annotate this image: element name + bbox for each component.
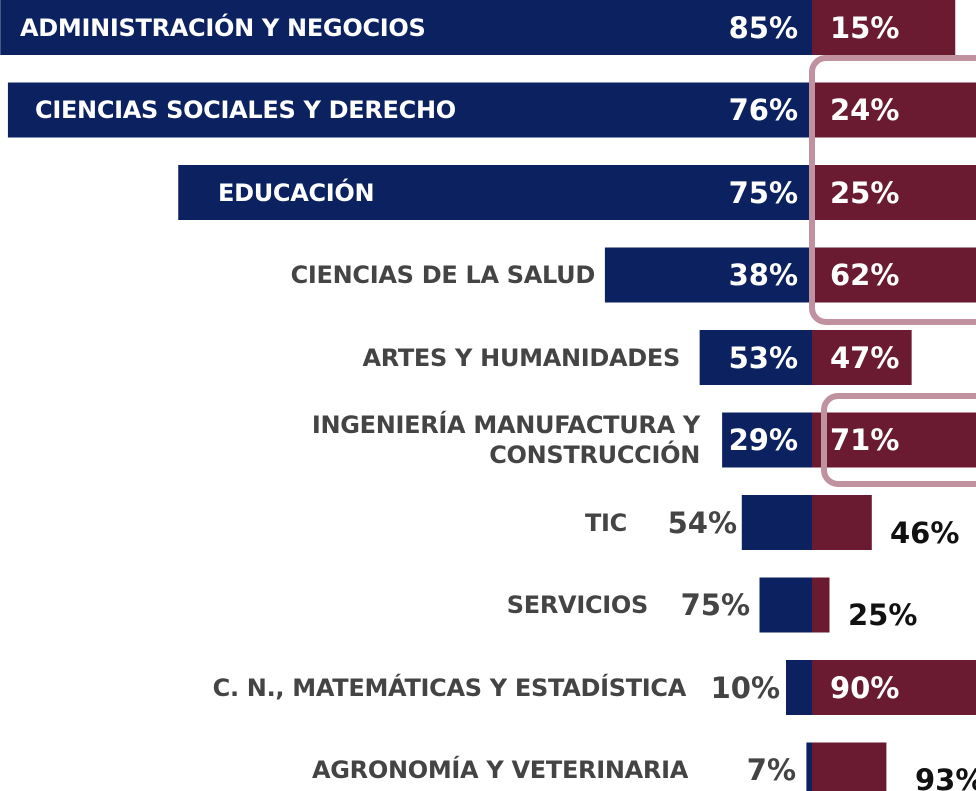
value-label: 15% (830, 10, 900, 45)
category-label: EDUCACIÓN (218, 178, 375, 207)
unit: % (768, 340, 798, 375)
value-label: 54% (667, 505, 737, 540)
bar-right (812, 660, 976, 715)
unit: % (750, 670, 780, 705)
highlight-frame (809, 55, 976, 325)
unit: % (870, 93, 900, 127)
bar-right (812, 330, 912, 385)
value-label: 10% (710, 670, 780, 705)
highlight-frame (821, 393, 976, 487)
bar-left (806, 742, 812, 791)
bar-right (812, 742, 887, 791)
value-label: 24% (830, 93, 900, 127)
value-label: 53% (728, 340, 798, 375)
unit: % (768, 258, 798, 292)
value-label: 25% (848, 598, 918, 632)
unit: % (768, 10, 798, 45)
bar-left (178, 165, 812, 220)
value-label: 85% (728, 10, 798, 45)
unit: % (870, 175, 900, 210)
category-label: C. N., MATEMÁTICAS Y ESTADÍSTICA (212, 673, 687, 702)
value-label: 71% (830, 423, 900, 457)
bar-left (786, 660, 812, 715)
unit: % (707, 505, 737, 540)
unit: % (870, 670, 900, 705)
bar-left (7, 82, 813, 138)
category-label: ARTES Y HUMANIDADES (362, 343, 680, 372)
value-label: 75% (728, 175, 798, 210)
category-label: AGRONOMÍA Y VETERINARIA (311, 756, 688, 784)
category-label: INGENIERÍA MANUFACTURA Y CONSTRUCCIÓN (311, 411, 700, 469)
category-label: ADMINISTRACIÓN Y NEGOCIOS (20, 13, 426, 42)
bar-left (759, 577, 812, 633)
unit: % (766, 753, 796, 787)
unit: % (930, 515, 960, 550)
unit: % (870, 10, 900, 45)
unit: % (888, 598, 918, 632)
category-label: SERVICIOS (506, 591, 649, 619)
value-label: 62% (830, 258, 900, 292)
bar-right (812, 412, 976, 468)
value-label: 75% (680, 588, 750, 622)
bar-right (812, 82, 976, 138)
value-label: 46% (890, 515, 960, 550)
unit: % (720, 588, 750, 622)
value-label: 7% (746, 753, 796, 787)
value-label: 93% (915, 763, 976, 791)
bar-right (812, 247, 976, 303)
bar-right (812, 495, 872, 550)
value-label: 29% (728, 423, 798, 457)
unit: % (768, 93, 798, 127)
category-label: CIENCIAS DE LA SALUD (290, 261, 596, 289)
value-label: 38% (728, 258, 798, 292)
bar-right (812, 577, 830, 633)
bar-left (741, 495, 812, 550)
value-label: 76% (728, 93, 798, 127)
unit: % (870, 258, 900, 292)
category-label: CIENCIAS SOCIALES Y DERECHO (35, 96, 456, 124)
bar-left (604, 247, 812, 303)
value-label: 25% (830, 175, 900, 210)
bar-left (699, 330, 812, 385)
unit: % (870, 340, 900, 375)
bar-left (722, 412, 812, 468)
bar-right (812, 0, 956, 55)
value-label: 47% (830, 340, 900, 375)
category-label: TIC (584, 508, 627, 537)
unit: % (768, 423, 798, 457)
unit: % (955, 763, 976, 791)
unit: % (870, 423, 900, 457)
unit: % (768, 175, 798, 210)
bar-right (812, 165, 976, 220)
value-label: 90% (830, 670, 900, 705)
bar-left (0, 0, 812, 55)
